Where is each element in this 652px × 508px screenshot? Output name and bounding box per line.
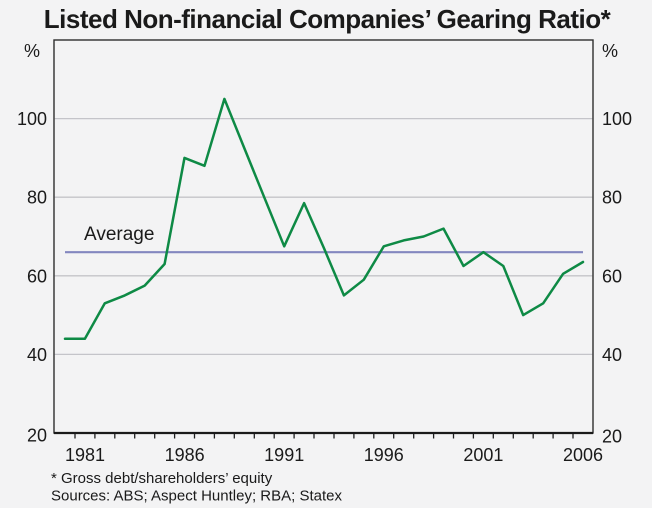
y-tick-label: 20 <box>27 425 47 445</box>
y-tick-label: 60 <box>27 266 47 286</box>
footnote-sources: Sources: ABS; Aspect Huntley; RBA; State… <box>51 488 342 505</box>
x-tick-label: 1996 <box>364 445 404 465</box>
average-label: Average <box>84 224 154 245</box>
footnotes: * Gross debt/shareholders’ equity Source… <box>51 470 342 505</box>
y-axis-left: % 100 80 60 40 20 <box>17 41 47 445</box>
x-tick-label: 1991 <box>264 445 304 465</box>
x-tick-label: 2001 <box>463 445 503 465</box>
x-axis-labels: 1981 1986 1991 1996 2001 2006 <box>65 445 603 465</box>
footnote-definition: * Gross debt/shareholders’ equity <box>51 470 273 487</box>
y-tick-label: 100 <box>602 109 632 129</box>
y-tick-label: 20 <box>602 426 622 446</box>
y-tick-label: 100 <box>17 109 47 129</box>
gearing-ratio-line <box>63 97 585 340</box>
y-axis-unit-left: % <box>24 41 40 61</box>
x-tick-label: 1986 <box>165 445 205 465</box>
y-tick-label: 40 <box>602 345 622 365</box>
gridlines <box>54 117 593 356</box>
x-tick-label: 1981 <box>65 445 105 465</box>
plot-area <box>53 39 594 439</box>
chart-title: Listed Non-financial Companies’ Gearing … <box>44 4 612 34</box>
y-tick-label: 80 <box>27 188 47 208</box>
y-tick-label: 80 <box>602 188 622 208</box>
y-axis-unit-right: % <box>602 41 618 61</box>
y-tick-label: 40 <box>27 345 47 365</box>
y-tick-label: 60 <box>602 266 622 286</box>
x-tick-label: 2006 <box>563 445 603 465</box>
y-axis-right: % 100 80 60 40 20 <box>602 41 632 446</box>
